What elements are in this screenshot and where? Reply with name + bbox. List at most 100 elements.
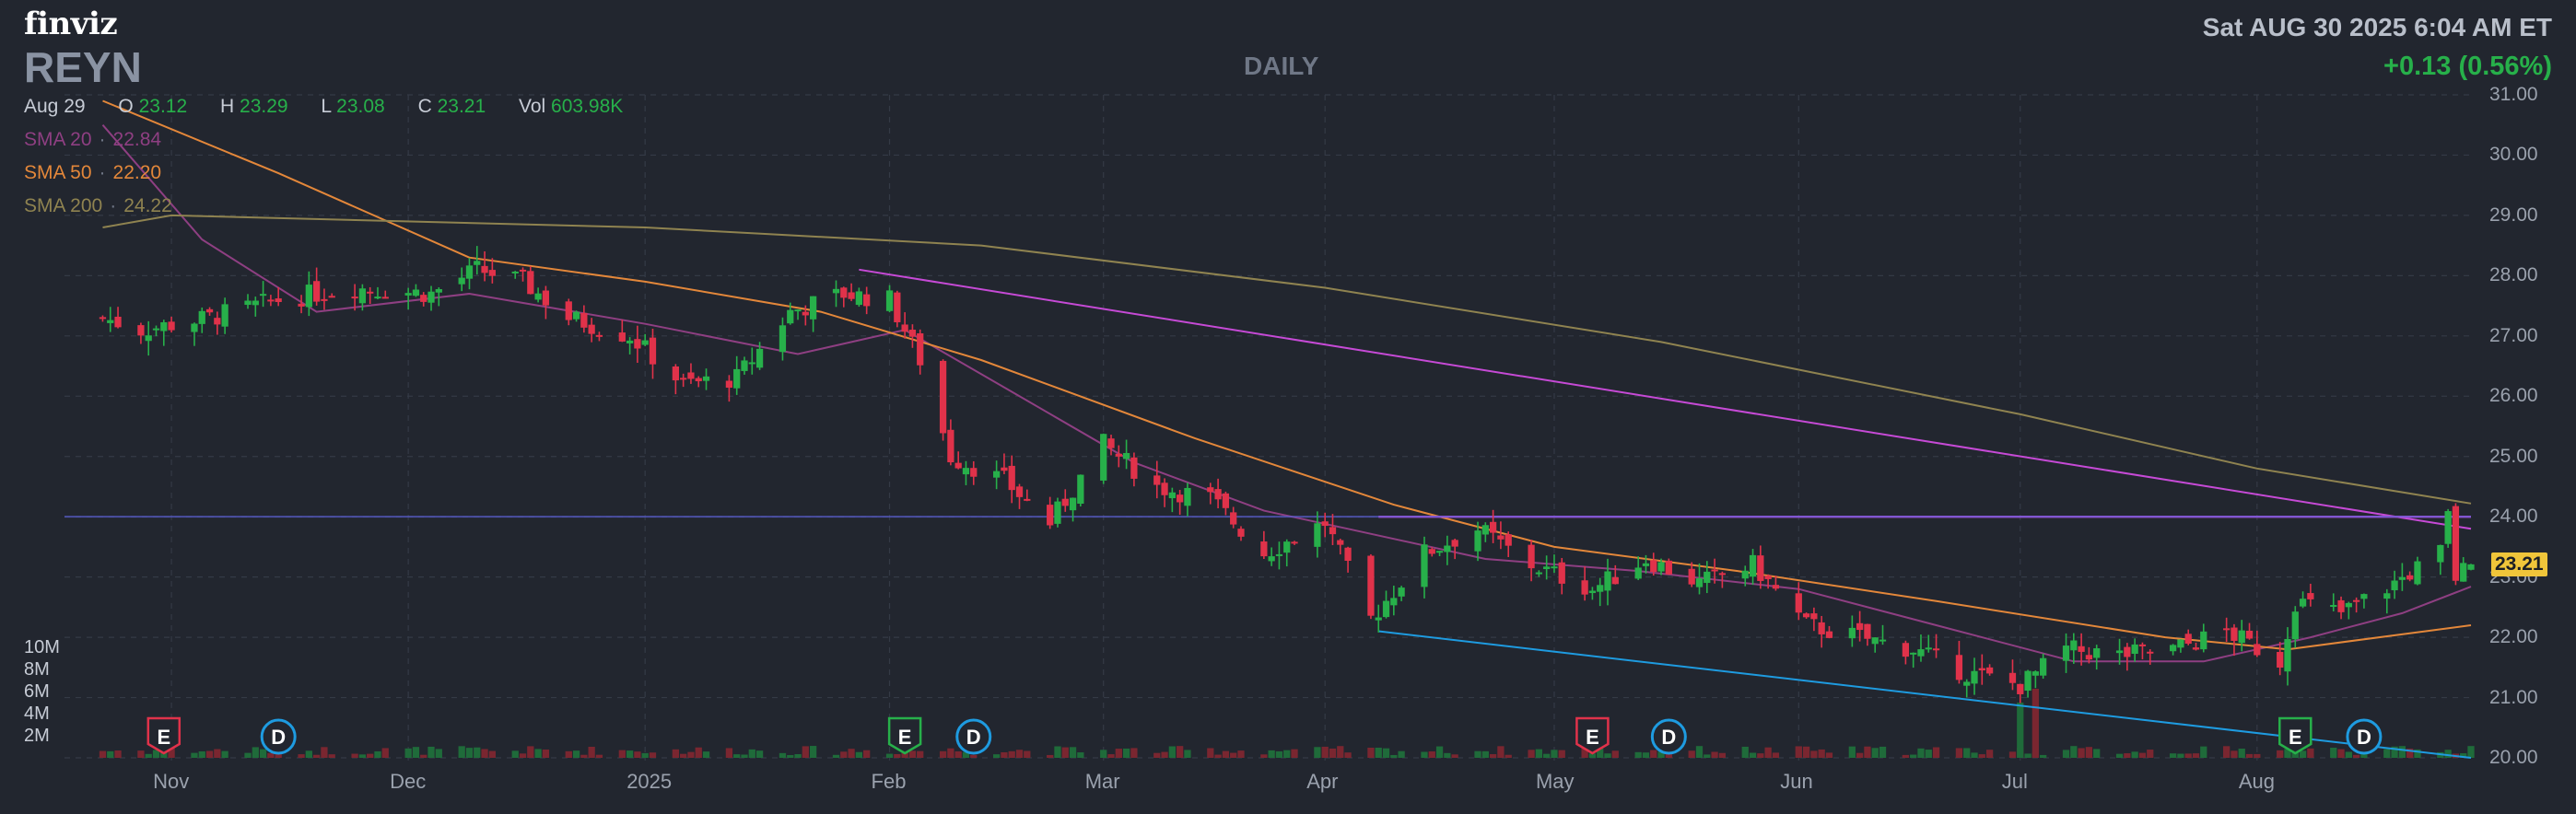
candle-body	[832, 288, 840, 294]
event-marker-label: D	[966, 726, 981, 749]
earnings-marker-shape	[1575, 716, 1610, 755]
candle-body	[2115, 650, 2124, 654]
candle-body	[1757, 555, 1764, 581]
candle-body	[152, 328, 160, 331]
volume-bar	[2085, 747, 2093, 758]
volume-bar	[427, 746, 435, 758]
volume-bar	[1177, 746, 1184, 758]
candle-body	[1650, 560, 1657, 573]
earnings-marker[interactable]: E	[146, 716, 181, 755]
volume-bar	[1008, 750, 1015, 758]
candle-body	[1107, 438, 1115, 448]
candle-body	[908, 330, 917, 337]
volume-bar	[1955, 748, 1963, 758]
candle-body	[1910, 652, 1917, 655]
candle-body	[1711, 569, 1718, 572]
candle-body	[2406, 575, 2414, 580]
candle-body	[1375, 617, 1382, 621]
volume-bar	[832, 754, 840, 758]
volume-bar	[474, 747, 481, 758]
candle-body	[741, 360, 748, 371]
sma200-legend[interactable]: SMA 200 · 24.22	[24, 195, 172, 216]
y-tick-label: 22.00	[2489, 626, 2538, 648]
volume-bar	[412, 747, 420, 758]
volume-bar	[99, 750, 107, 758]
volume-bar	[381, 748, 389, 758]
volume-bar	[885, 753, 894, 758]
high-label: H	[220, 96, 235, 117]
volume-bar	[1421, 751, 1428, 758]
earnings-marker[interactable]: E	[2278, 716, 2313, 755]
candle-body	[2444, 511, 2452, 544]
earnings-marker[interactable]: E	[887, 716, 922, 755]
ohlc-readout: Aug 29 O 23.12 H 23.29 L 23.08 C 23.21 V…	[24, 96, 623, 118]
candle-body	[1772, 585, 1780, 589]
y-tick-label: 26.00	[2489, 385, 2538, 407]
volume-bar	[908, 750, 917, 758]
volume-bar	[488, 750, 496, 758]
candle-body	[1237, 529, 1245, 537]
candle-body	[2398, 576, 2406, 580]
candle-body	[649, 337, 657, 365]
dividend-marker[interactable]: D	[260, 718, 297, 755]
volume-bar	[2383, 749, 2391, 758]
finviz-logo[interactable]: finviz	[24, 6, 118, 42]
volume-bar	[748, 749, 755, 758]
candle-body	[1802, 613, 1810, 618]
volume-bar	[2024, 753, 2032, 758]
candle-body	[572, 311, 580, 320]
earnings-marker[interactable]: E	[1575, 716, 1610, 755]
candle-body	[1749, 554, 1757, 577]
dividend-marker-shape	[2346, 718, 2383, 755]
candle-body	[1879, 639, 1887, 642]
sma50-legend[interactable]: SMA 50 · 22.20	[24, 162, 162, 183]
candle-body	[1474, 530, 1481, 552]
volume-bar	[1314, 747, 1321, 758]
dividend-marker[interactable]: D	[2346, 718, 2383, 755]
earnings-marker-shape	[146, 716, 181, 755]
candle-body	[2437, 544, 2444, 563]
volume-bar	[1382, 748, 1390, 758]
volume-bar	[305, 750, 312, 758]
candle-body	[474, 261, 481, 265]
candle-body	[687, 372, 695, 379]
volume-bar	[1283, 750, 1291, 758]
sma20-legend[interactable]: SMA 20 · 22.84	[24, 129, 162, 150]
candle-body	[1925, 647, 1932, 650]
candle-body	[465, 265, 474, 279]
volume-bar	[481, 749, 488, 758]
candle-body	[954, 462, 962, 469]
volume-bar	[1237, 750, 1245, 758]
volume-bar	[367, 753, 374, 758]
candle-body	[1008, 465, 1015, 491]
volume-bar	[137, 750, 145, 758]
y-tick-label: 21.00	[2489, 686, 2538, 708]
volume-bar	[1704, 754, 1711, 758]
volume-bar	[1435, 746, 1444, 758]
volume-bar	[328, 754, 335, 758]
candle-body	[205, 308, 214, 313]
candle-body	[275, 298, 282, 302]
chart-period[interactable]: DAILY	[1244, 52, 1319, 80]
event-marker-label: D	[1661, 726, 1676, 749]
candle-body	[2467, 564, 2475, 570]
volume-bar	[993, 754, 1001, 758]
y-tick-label: 29.00	[2489, 204, 2538, 226]
candle-body	[1695, 578, 1704, 587]
volume-bar	[2008, 751, 2017, 758]
candle-body	[1069, 497, 1077, 511]
volume-bar	[917, 750, 924, 758]
dividend-marker[interactable]: D	[955, 718, 992, 755]
volume-bar	[2200, 746, 2207, 758]
candle-body	[2414, 561, 2421, 585]
candle-body	[2291, 611, 2299, 640]
candle-body	[2040, 657, 2047, 676]
candle-body	[809, 296, 817, 320]
volume-tick-label: 4M	[24, 704, 50, 724]
candle-body	[2062, 645, 2070, 661]
candle-body	[321, 298, 328, 301]
volume-bar	[1795, 746, 1802, 758]
dividend-marker[interactable]: D	[1650, 718, 1687, 755]
